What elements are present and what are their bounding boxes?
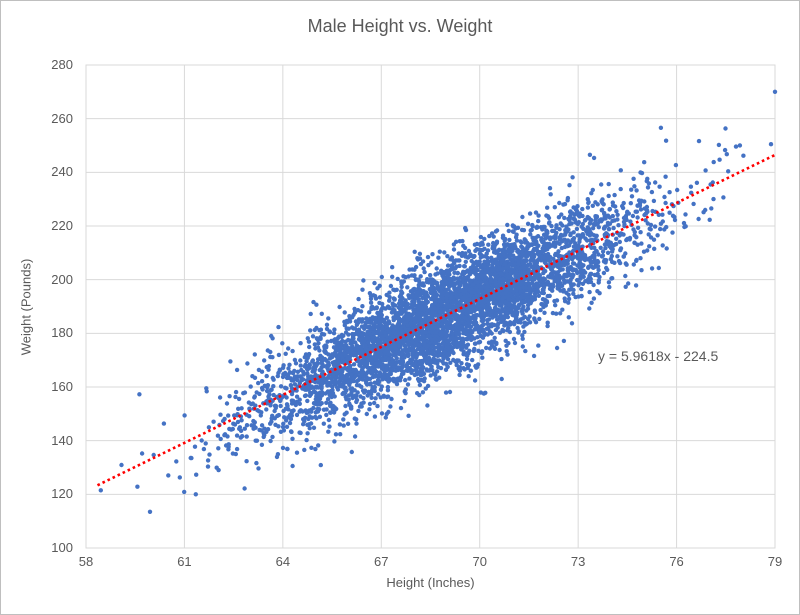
y-tick-label: 260 xyxy=(51,110,73,126)
chart-title: Male Height vs. Weight xyxy=(307,16,493,36)
y-tick-label: 120 xyxy=(51,486,73,502)
trendline-equation-label: y = 5.9618x - 224.5 xyxy=(598,348,719,364)
y-axis-label: Weight (Pounds) xyxy=(18,258,34,356)
y-tick-label: 240 xyxy=(51,164,73,180)
x-tick-label: 79 xyxy=(767,554,783,569)
y-tick-label: 220 xyxy=(51,218,73,233)
y-tick-label: 100 xyxy=(51,540,73,555)
x-tick-label: 67 xyxy=(374,554,389,569)
x-tick-label: 64 xyxy=(275,554,291,569)
x-tick-label: 58 xyxy=(78,554,94,569)
y-tick-label: 140 xyxy=(51,432,73,448)
x-tick-label: 61 xyxy=(177,554,192,569)
y-tick-label: 180 xyxy=(51,325,73,341)
x-tick-label: 76 xyxy=(669,554,684,569)
x-axis-label: Height (Inches) xyxy=(386,575,475,590)
x-tick-label: 73 xyxy=(570,554,586,569)
y-tick-label: 200 xyxy=(51,271,73,287)
y-tick-label: 160 xyxy=(51,379,73,394)
x-tick-label: 70 xyxy=(472,554,487,569)
y-tick-label: 280 xyxy=(51,57,73,72)
